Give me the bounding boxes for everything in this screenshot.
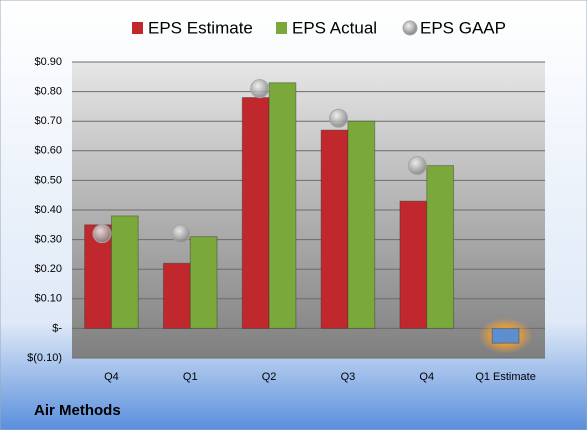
bar [268, 82, 297, 329]
bar [426, 165, 455, 329]
y-tick-label: $0.70 [34, 115, 62, 127]
y-tick-label: $0.80 [34, 86, 62, 98]
legend-symbol [402, 20, 418, 36]
bar [189, 236, 218, 329]
y-tick-label: $0.20 [34, 263, 62, 275]
y-tick-label: $- [52, 322, 62, 334]
y-tick-label: $(0.10) [27, 352, 62, 364]
footer: Air Methods [34, 402, 121, 419]
x-tick-label: Q1 [183, 371, 198, 383]
x-tick-label: Q4 [419, 371, 434, 383]
point [250, 79, 270, 99]
y-tick-label: $0.50 [34, 174, 62, 186]
legend-symbol [276, 22, 287, 34]
x-tick-label: Q2 [262, 371, 277, 383]
x-tick-label: Q3 [341, 371, 356, 383]
x-tick-label: Q4 [104, 371, 119, 383]
y-tick-label: $0.90 [34, 56, 62, 68]
bar [320, 129, 349, 329]
legend-symbol [132, 22, 143, 34]
bar [399, 200, 428, 329]
legend-label: EPS Actual [292, 18, 377, 37]
x-tick-label: Q1 Estimate [475, 371, 536, 383]
y-tick-label: $0.10 [34, 293, 62, 305]
bar [162, 262, 191, 329]
point [171, 224, 191, 244]
marks: $(0.10) $- $0.10 $0.20 $0.30 $0.40 $0.50 $0.60 $… [27, 18, 545, 383]
bar [110, 215, 139, 329]
y-tick-label: $0.60 [34, 145, 62, 157]
bar [347, 120, 376, 329]
y-tick-label: $0.40 [34, 204, 62, 216]
legend-label: EPS GAAP [420, 18, 506, 37]
point [407, 156, 427, 176]
point [92, 224, 112, 244]
point [329, 108, 349, 128]
legend-label: EPS Estimate [148, 18, 253, 37]
bar [241, 97, 270, 329]
bar [491, 327, 520, 344]
y-tick-label: $0.30 [34, 234, 62, 246]
